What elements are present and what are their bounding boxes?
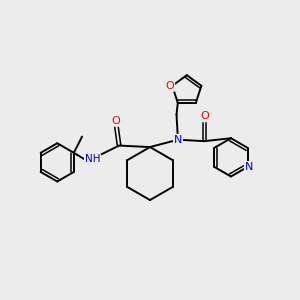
Text: O: O — [166, 81, 174, 91]
Text: N: N — [174, 135, 182, 145]
Text: O: O — [112, 116, 121, 126]
Text: N: N — [245, 162, 253, 172]
Text: O: O — [200, 111, 209, 122]
Text: NH: NH — [85, 154, 100, 164]
